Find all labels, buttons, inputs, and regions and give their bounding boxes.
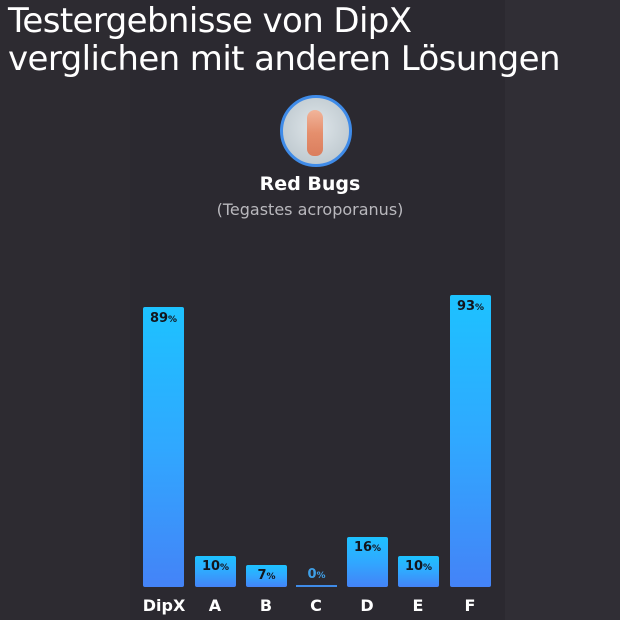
bar-value-b: 7% bbox=[257, 568, 276, 583]
bar-value-d: 16% bbox=[353, 540, 382, 555]
bar-value-c: 0% bbox=[307, 567, 326, 582]
background-panel-right bbox=[505, 0, 620, 620]
x-label-a: A bbox=[208, 596, 222, 615]
page-title: Testergebnisse von DipX verglichen mit a… bbox=[8, 2, 620, 78]
x-label-f: F bbox=[464, 596, 476, 615]
red-bug-photo-icon bbox=[280, 95, 352, 167]
species-latin-name: (Tegastes acroporanus) bbox=[216, 200, 404, 219]
bar-b bbox=[246, 565, 287, 587]
bar-d bbox=[347, 537, 388, 587]
x-label-b: B bbox=[259, 596, 273, 615]
x-label-e: E bbox=[412, 596, 424, 615]
bar-value-a: 10% bbox=[201, 559, 230, 574]
bar-value-f: 93% bbox=[456, 299, 485, 314]
species-name: Red Bugs bbox=[259, 173, 361, 195]
bar-f bbox=[450, 295, 491, 587]
bar-value-e: 10% bbox=[404, 559, 433, 574]
title-line-2: verglichen mit anderen Lösungen bbox=[8, 39, 561, 79]
title-line-1: Testergebnisse von DipX bbox=[8, 1, 412, 41]
bug-shape bbox=[307, 110, 323, 156]
background-panel-left bbox=[0, 0, 130, 620]
x-label-d: D bbox=[360, 596, 374, 615]
bar-c bbox=[296, 585, 337, 587]
bar-a bbox=[195, 556, 236, 587]
bar-value-dipx: 89% bbox=[149, 311, 178, 326]
bar-dipx bbox=[143, 307, 184, 587]
x-label-c: C bbox=[310, 596, 322, 615]
bar-e bbox=[398, 556, 439, 587]
x-label-dipx: DipX bbox=[142, 596, 186, 615]
